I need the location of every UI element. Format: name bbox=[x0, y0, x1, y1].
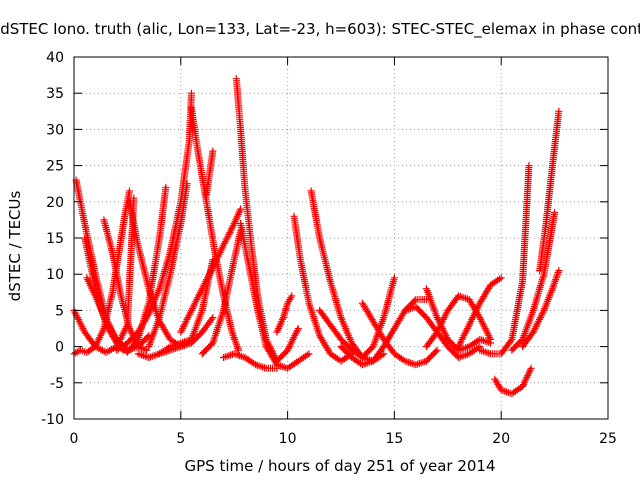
y-tick-label: 35 bbox=[46, 86, 64, 102]
series-arc-10 bbox=[145, 180, 191, 351]
x-tick-label: 25 bbox=[599, 431, 617, 447]
series-arc-23 bbox=[337, 296, 430, 369]
series-markers bbox=[536, 107, 563, 275]
series-markers bbox=[476, 162, 533, 358]
series-markers bbox=[198, 227, 245, 358]
y-tick-label: 40 bbox=[46, 50, 64, 66]
series-arc-6 bbox=[100, 216, 151, 354]
y-tick-label: -5 bbox=[50, 376, 64, 392]
series-markers bbox=[491, 364, 535, 398]
x-axis-label: GPS time / hours of day 251 of year 2014 bbox=[185, 457, 496, 475]
series-arc-24 bbox=[358, 299, 441, 369]
series-markers bbox=[337, 296, 430, 369]
y-tick-label: 15 bbox=[46, 231, 64, 247]
series-arc-33 bbox=[536, 107, 563, 275]
y-tick-label: 0 bbox=[55, 340, 64, 356]
series-arc-14 bbox=[198, 227, 245, 358]
series-arc-29 bbox=[476, 162, 533, 358]
y-tick-label: -10 bbox=[41, 412, 64, 428]
y-tick-label: 25 bbox=[46, 159, 64, 175]
x-tick-label: 20 bbox=[492, 431, 510, 447]
series-markers bbox=[100, 216, 151, 354]
y-tick-label: 10 bbox=[46, 267, 64, 283]
series-markers bbox=[83, 274, 153, 354]
x-tick-label: 10 bbox=[279, 431, 297, 447]
x-tick-label: 0 bbox=[70, 431, 79, 447]
data-markers bbox=[70, 75, 563, 398]
series-arc-13 bbox=[177, 205, 245, 336]
series-arc-20 bbox=[290, 212, 356, 365]
series-arc-5 bbox=[83, 274, 153, 354]
series-markers bbox=[358, 299, 441, 369]
axis-ticks: 0 5 10 15 20 25 -10 -5 0 5 10 15 20 25 30 35 40 bbox=[41, 50, 617, 447]
series-arc-27 bbox=[422, 292, 495, 351]
y-tick-label: 5 bbox=[55, 303, 64, 319]
series-arc-30 bbox=[491, 364, 535, 398]
series-markers bbox=[220, 350, 281, 372]
y-tick-label: 30 bbox=[46, 122, 64, 138]
chart-title: dSTEC Iono. truth (alic, Lon=133, Lat=-2… bbox=[0, 20, 640, 39]
series-markers bbox=[237, 220, 313, 372]
series-arc-32 bbox=[519, 267, 563, 351]
series-arc-17 bbox=[237, 220, 313, 372]
series-markers bbox=[455, 274, 505, 351]
series-markers bbox=[145, 180, 191, 351]
series-markers bbox=[273, 292, 296, 336]
x-tick-label: 15 bbox=[385, 431, 403, 447]
series-markers bbox=[316, 274, 398, 361]
series-markers bbox=[422, 292, 495, 351]
series-arc-31 bbox=[508, 209, 559, 354]
series-markers bbox=[508, 209, 559, 354]
x-tick-label: 5 bbox=[176, 431, 185, 447]
series-arc-15 bbox=[202, 147, 217, 199]
series-arc-19 bbox=[273, 292, 296, 336]
series-markers bbox=[290, 212, 356, 365]
series-arc-28 bbox=[455, 274, 505, 351]
series-markers bbox=[519, 267, 563, 351]
series-markers bbox=[202, 147, 217, 199]
series-markers bbox=[177, 205, 245, 336]
series-arc-22 bbox=[316, 274, 398, 361]
y-axis-label: dSTEC / TECUs bbox=[6, 190, 24, 301]
series-arc-18 bbox=[220, 350, 281, 372]
y-tick-label: 20 bbox=[46, 195, 64, 211]
